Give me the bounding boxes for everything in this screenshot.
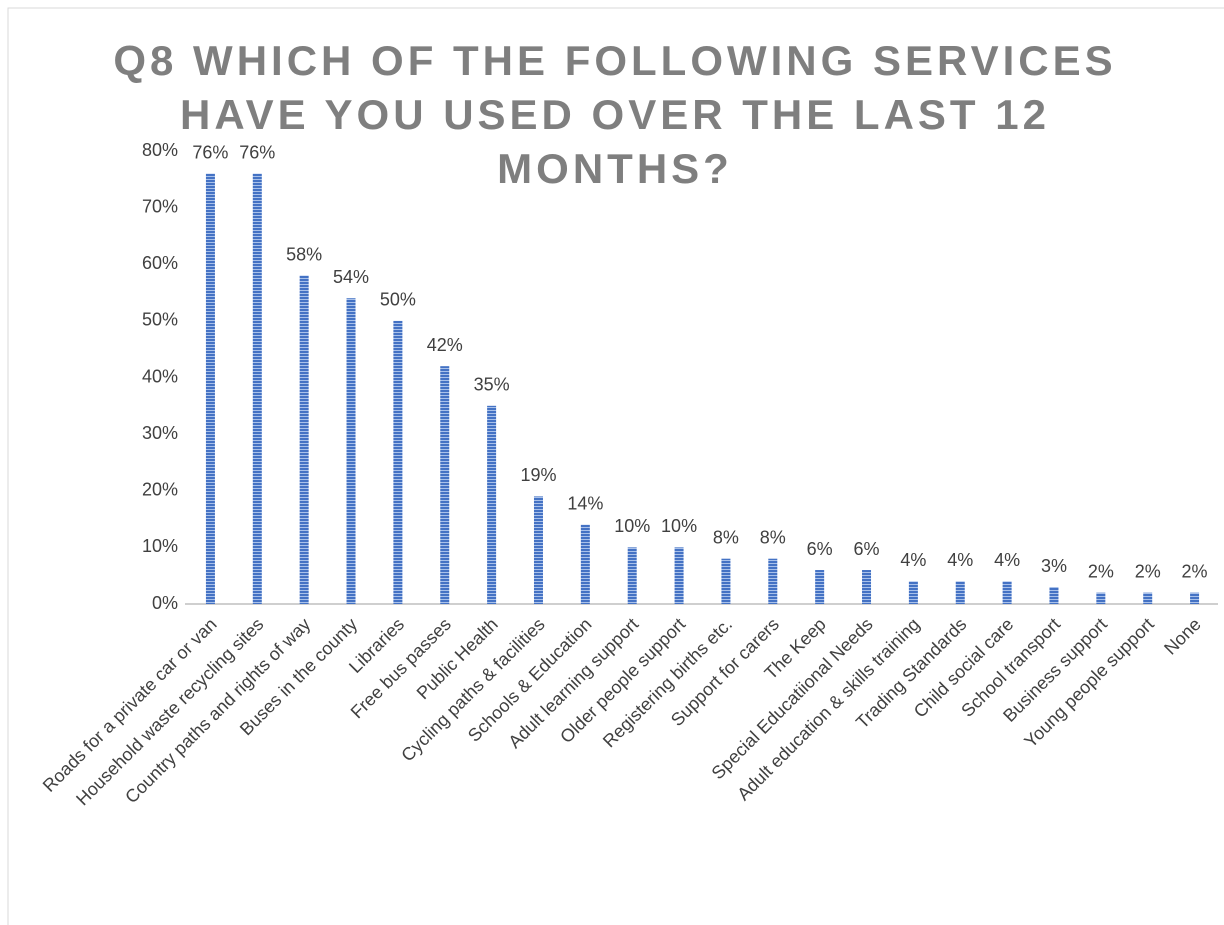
bar xyxy=(768,558,778,604)
data-label: 54% xyxy=(333,267,369,287)
bar xyxy=(908,581,918,604)
bar xyxy=(580,524,590,604)
y-tick-label: 30% xyxy=(142,423,178,443)
bar xyxy=(252,173,262,604)
data-label: 58% xyxy=(286,244,322,264)
data-label: 14% xyxy=(567,493,603,513)
bar xyxy=(1049,587,1059,604)
bar xyxy=(440,366,450,604)
data-label: 6% xyxy=(854,539,880,559)
bar xyxy=(862,570,872,604)
data-label: 6% xyxy=(807,539,833,559)
bar xyxy=(674,547,684,604)
data-label: 8% xyxy=(760,527,786,547)
y-tick-label: 50% xyxy=(142,310,178,330)
data-label: 3% xyxy=(1041,556,1067,576)
y-tick-label: 40% xyxy=(142,366,178,386)
bar xyxy=(1190,592,1200,604)
bar xyxy=(487,405,497,604)
data-label: 8% xyxy=(713,527,739,547)
bar xyxy=(533,496,543,604)
data-label: 10% xyxy=(661,516,697,536)
bar xyxy=(721,558,731,604)
x-tick-label: None xyxy=(1160,614,1205,659)
bar xyxy=(815,570,825,604)
bar xyxy=(1143,592,1153,604)
chart-border xyxy=(7,7,1224,925)
bar xyxy=(627,547,637,604)
data-label: 2% xyxy=(1182,561,1208,581)
y-tick-label: 70% xyxy=(142,196,178,216)
y-tick-label: 10% xyxy=(142,536,178,556)
bar xyxy=(299,275,309,604)
data-label: 4% xyxy=(994,550,1020,570)
y-tick-label: 80% xyxy=(142,140,178,160)
y-tick-label: 60% xyxy=(142,253,178,273)
bar xyxy=(1002,581,1012,604)
bar xyxy=(205,173,215,604)
data-label: 4% xyxy=(947,550,973,570)
data-label: 4% xyxy=(900,550,926,570)
y-tick-label: 0% xyxy=(152,593,178,613)
data-label: 42% xyxy=(427,335,463,355)
data-label: 50% xyxy=(380,290,416,310)
data-label: 76% xyxy=(239,142,275,162)
x-tick-label: Roads for a private car or van xyxy=(39,614,221,796)
bar xyxy=(346,298,356,604)
data-label: 2% xyxy=(1135,561,1161,581)
data-label: 10% xyxy=(614,516,650,536)
bar xyxy=(955,581,965,604)
data-label: 19% xyxy=(520,465,556,485)
x-tick-label: Country paths and rights of way xyxy=(121,614,314,807)
chart-title: Q8 WHICH OF THE FOLLOWING SERVICES HAVE … xyxy=(113,37,1117,192)
x-tick-label: Household waste recycling sites xyxy=(72,614,267,809)
data-label: 2% xyxy=(1088,561,1114,581)
y-tick-label: 20% xyxy=(142,480,178,500)
bar xyxy=(393,320,403,604)
data-label: 76% xyxy=(192,142,228,162)
bar xyxy=(1096,592,1106,604)
data-label: 35% xyxy=(474,375,510,395)
